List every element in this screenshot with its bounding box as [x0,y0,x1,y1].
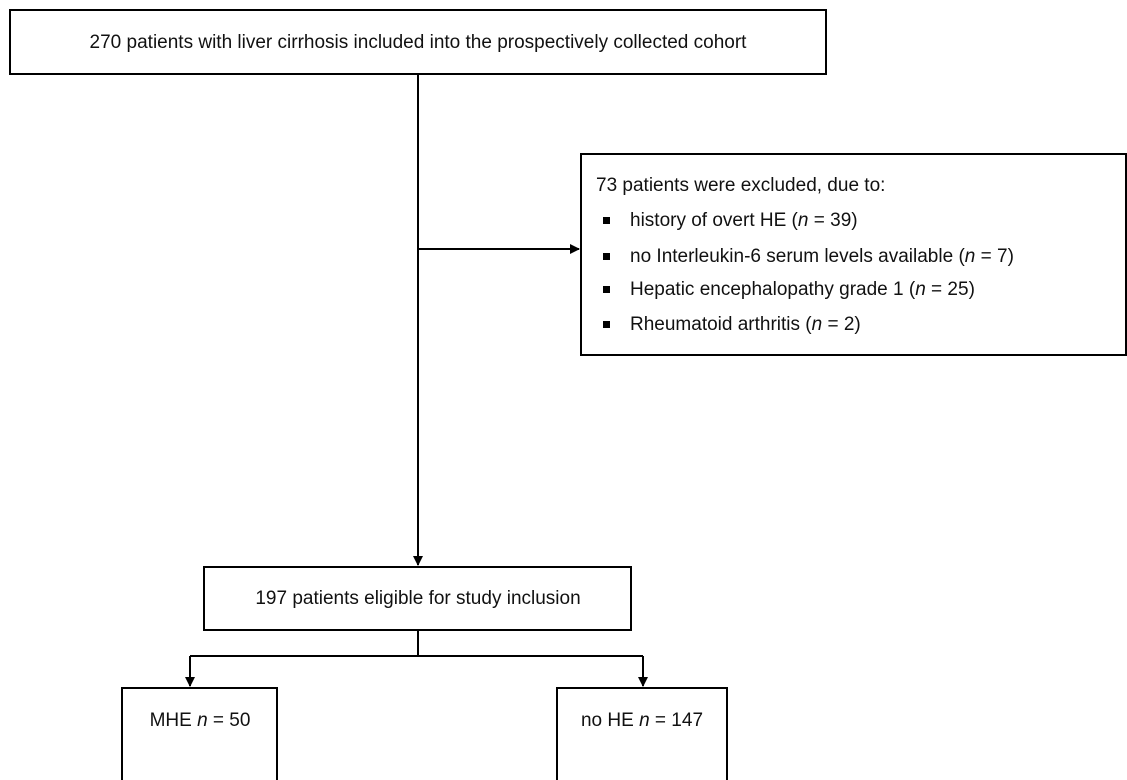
text-part: n [798,210,809,231]
node-box [580,153,1127,356]
list-item: Rheumatoid arthritis (n = 2) [630,314,861,335]
bullet [603,286,610,293]
text-part: n [197,710,208,731]
text-part: = 7) [975,246,1014,267]
text-part: = 147 [650,710,703,731]
list-item: no Interleukin-6 serum levels available … [630,246,1014,267]
node-heading: 73 patients were excluded, due to: [596,175,885,196]
list-item: Hepatic encephalopathy grade 1 (n = 25) [630,279,975,300]
text-part: = 39) [808,210,857,231]
node-label: no HE n = 147 [581,710,703,731]
node-label: 197 patients eligible for study inclusio… [255,588,580,609]
text-part: MHE [150,710,198,731]
text-part: = 25) [926,279,975,300]
text-part: = 50 [208,710,251,731]
node-box [203,566,632,631]
text-part: = 2) [822,314,861,335]
node-box [556,687,728,780]
text-part: history of overt HE ( [630,210,799,231]
node-label: 270 patients with liver cirrhosis includ… [90,32,748,53]
text-part: no Interleukin-6 serum levels available … [630,246,965,267]
text-part: n [812,314,823,335]
node-label: MHE n = 50 [150,710,251,731]
list-item: history of overt HE (n = 39) [630,210,858,231]
text-part: n [915,279,926,300]
bullet-list: history of overt HE (n = 39) no Interleu… [603,210,1014,335]
text-part: n [639,710,650,731]
node-box [9,9,827,75]
text-part: Rheumatoid arthritis ( [630,314,812,335]
node-box [121,687,278,780]
text-part: no HE [581,710,639,731]
text-part: Hepatic encephalopathy grade 1 ( [630,279,916,300]
bullet [603,321,610,328]
bullet [603,253,610,260]
bullet [603,217,610,224]
text-part: n [965,246,976,267]
